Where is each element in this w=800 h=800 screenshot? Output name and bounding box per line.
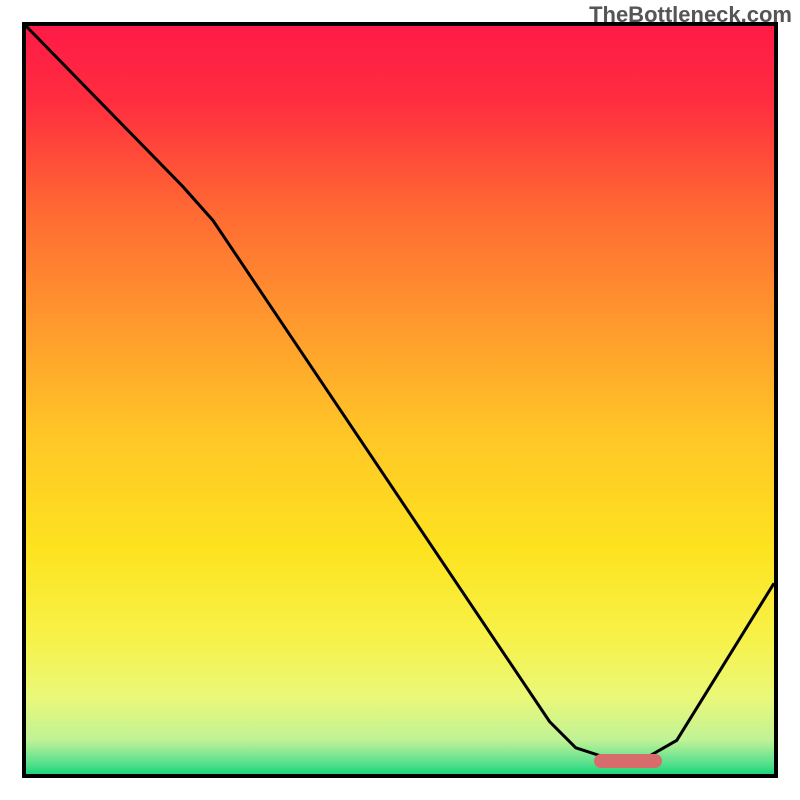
- valley-marker: [594, 754, 661, 768]
- watermark-text: TheBottleneck.com: [589, 2, 792, 28]
- chart-frame: [22, 22, 778, 778]
- chart-curve: [26, 26, 774, 774]
- curve-path: [26, 26, 774, 758]
